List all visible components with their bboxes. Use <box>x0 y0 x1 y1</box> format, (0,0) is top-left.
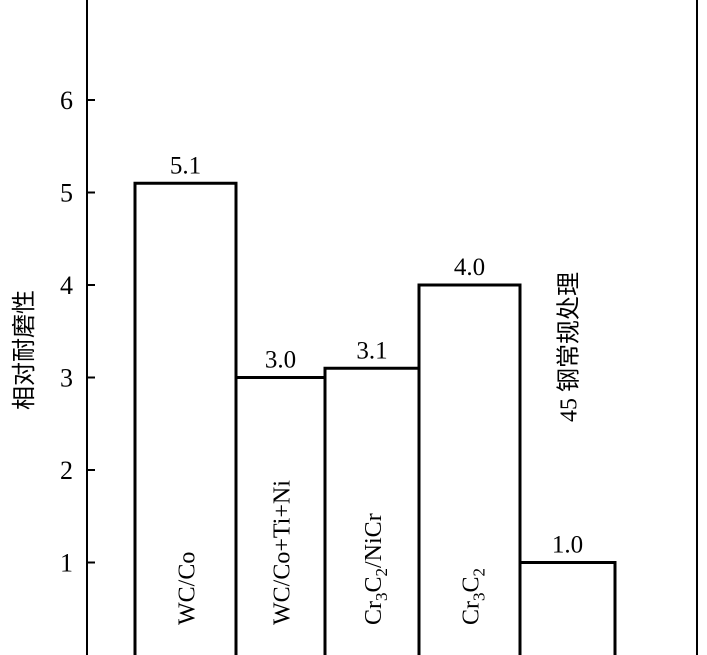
category-label: Cr3C2 <box>459 568 489 625</box>
category-label-text: Cr3C2 <box>459 568 489 625</box>
y-axis-label: 相对耐磨性 <box>10 290 38 410</box>
bar <box>518 561 617 655</box>
category-label: Cr3C2/NiCr <box>361 513 391 625</box>
category-label-text: 45 钢常规处理 <box>556 272 583 422</box>
value-labels: 5.1 3.0 3.1 4.0 1.0 <box>170 152 583 558</box>
category-label-text: Cr3C2/NiCr <box>361 513 391 625</box>
y-tick-label: 1 <box>60 549 73 578</box>
data-label: 3.1 <box>356 337 387 364</box>
y-tick-label: 3 <box>60 364 73 393</box>
category-label-text: WC/Co+Ti+Ni <box>270 480 296 625</box>
category-labels: WC/Co WC/Co+Ti+Ni Cr3C2/NiCr Cr3C2 45 钢常规处理 <box>175 272 583 625</box>
category-label: WC/Co <box>175 552 201 625</box>
category-label: 45 钢常规处理 <box>556 272 583 422</box>
y-axis: 1 2 3 4 5 6 <box>60 86 95 578</box>
data-label: 4.0 <box>454 254 485 281</box>
bar <box>417 283 522 655</box>
data-label: 5.1 <box>170 152 201 179</box>
y-tick-label: 2 <box>60 456 73 485</box>
plot-frame <box>86 0 698 655</box>
bars <box>133 181 617 655</box>
category-label: WC/Co+Ti+Ni <box>270 480 296 625</box>
y-tick-label: 6 <box>60 86 73 115</box>
data-label: 1.0 <box>552 532 583 559</box>
y-tick-label: 4 <box>60 271 73 300</box>
data-label: 3.0 <box>265 347 296 374</box>
y-tick-label: 5 <box>60 179 73 208</box>
category-label-text: WC/Co <box>175 552 201 625</box>
